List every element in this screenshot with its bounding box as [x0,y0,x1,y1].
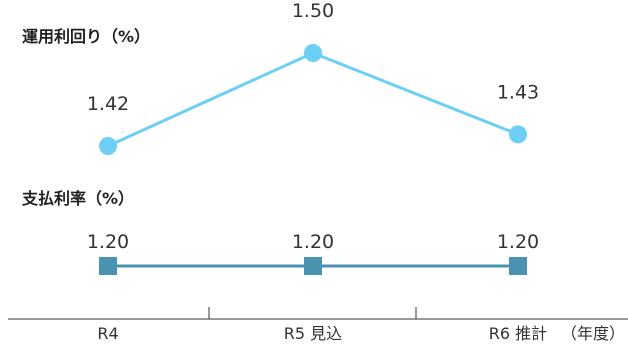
yield-series-line [107,51,519,148]
yield-data-label: 1.43 [497,81,539,103]
yield-point [304,44,322,62]
x-tick-label: R5 見込 [284,324,342,343]
rate-data-label: 1.20 [292,231,334,253]
rate-data-label: 1.20 [87,231,129,253]
rate-series-title: 支払利率（%） [21,189,134,208]
rate-series: 1.20 1.20 1.20 [87,231,539,275]
rate-point [509,257,527,275]
rate-point [99,257,117,275]
rate-data-label: 1.20 [497,231,539,253]
x-axis-unit-label: （年度） [561,324,625,343]
x-tick-label: R6 推計 [489,324,547,343]
x-tick-label: R4 [97,324,118,343]
yield-point [509,125,527,144]
rate-point [304,257,322,275]
yield-series: 1.42 1.50 1.43 [87,0,539,155]
yield-point [99,137,117,155]
yield-data-label: 1.42 [87,93,129,115]
yield-series-title: 運用利回り（%） [22,27,150,46]
yield-data-label: 1.50 [292,0,334,22]
